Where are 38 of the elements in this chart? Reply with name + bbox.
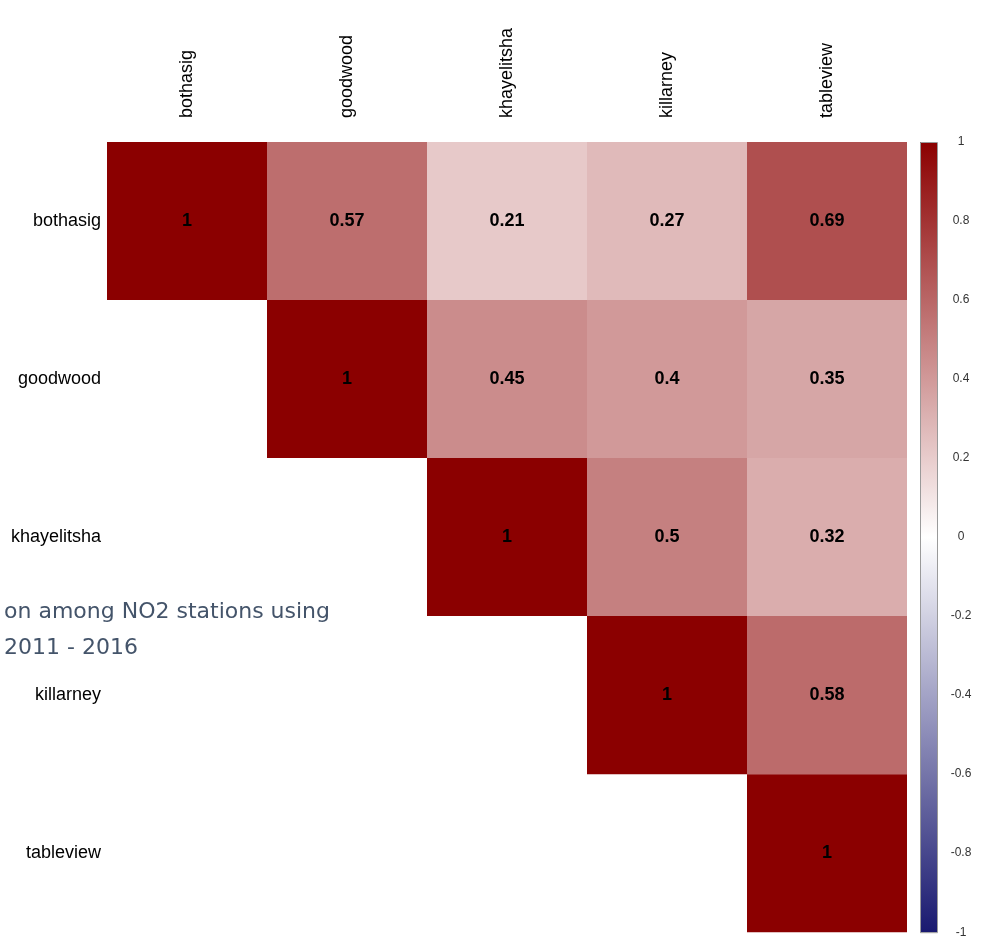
x-tick-label: khayelitsha [495, 26, 516, 118]
color-bar-label: 1 [957, 134, 965, 149]
data-label: 1 [341, 368, 353, 389]
data-label: 0.58 [809, 684, 845, 705]
color-bar-label: -1 [955, 924, 967, 939]
data-label: 1 [821, 842, 833, 863]
x-tick-label: bothasig [175, 49, 196, 118]
data-label: 1 [501, 526, 513, 547]
color-bar-label: 0 [957, 529, 965, 544]
color-bar-label: -0.4 [950, 687, 972, 702]
y-tick-label: tableview [25, 842, 102, 863]
color-bar-label: -0.2 [950, 608, 972, 623]
x-tick-label: tableview [815, 41, 836, 118]
data-label: 1 [661, 684, 673, 705]
x-tick-label: killarney [655, 51, 676, 118]
data-label: 0.4 [654, 368, 680, 389]
color-bar-label: -0.8 [950, 845, 972, 860]
data-label: 0.5 [654, 526, 680, 547]
color-bar-label: 0.4 [952, 371, 970, 386]
color-bar-label: 0.6 [952, 292, 970, 307]
data-label: 0.21 [489, 209, 525, 230]
data-label: 0.27 [649, 209, 685, 230]
y-tick-label: bothasig [32, 209, 101, 230]
data-label: 0.45 [489, 368, 525, 389]
y-tick-label: goodwood [17, 368, 101, 389]
color-bar-label: 0.2 [952, 450, 970, 465]
data-label: 0.69 [809, 209, 845, 230]
data-label: 0.32 [809, 526, 845, 547]
annotation: on among NO2 stations using [4, 597, 331, 623]
annotation: 2011 - 2016 [4, 633, 138, 659]
y-tick-label: khayelitsha [10, 526, 102, 547]
x-tick-label: goodwood [335, 34, 356, 118]
y-tick-label: killarney [34, 684, 101, 705]
data-label: 0.57 [329, 209, 365, 230]
color-bar-label: -0.6 [950, 766, 972, 781]
color-bar-label: 0.8 [952, 213, 970, 228]
data-label: 1 [181, 209, 193, 230]
data-label: 0.35 [809, 368, 845, 389]
